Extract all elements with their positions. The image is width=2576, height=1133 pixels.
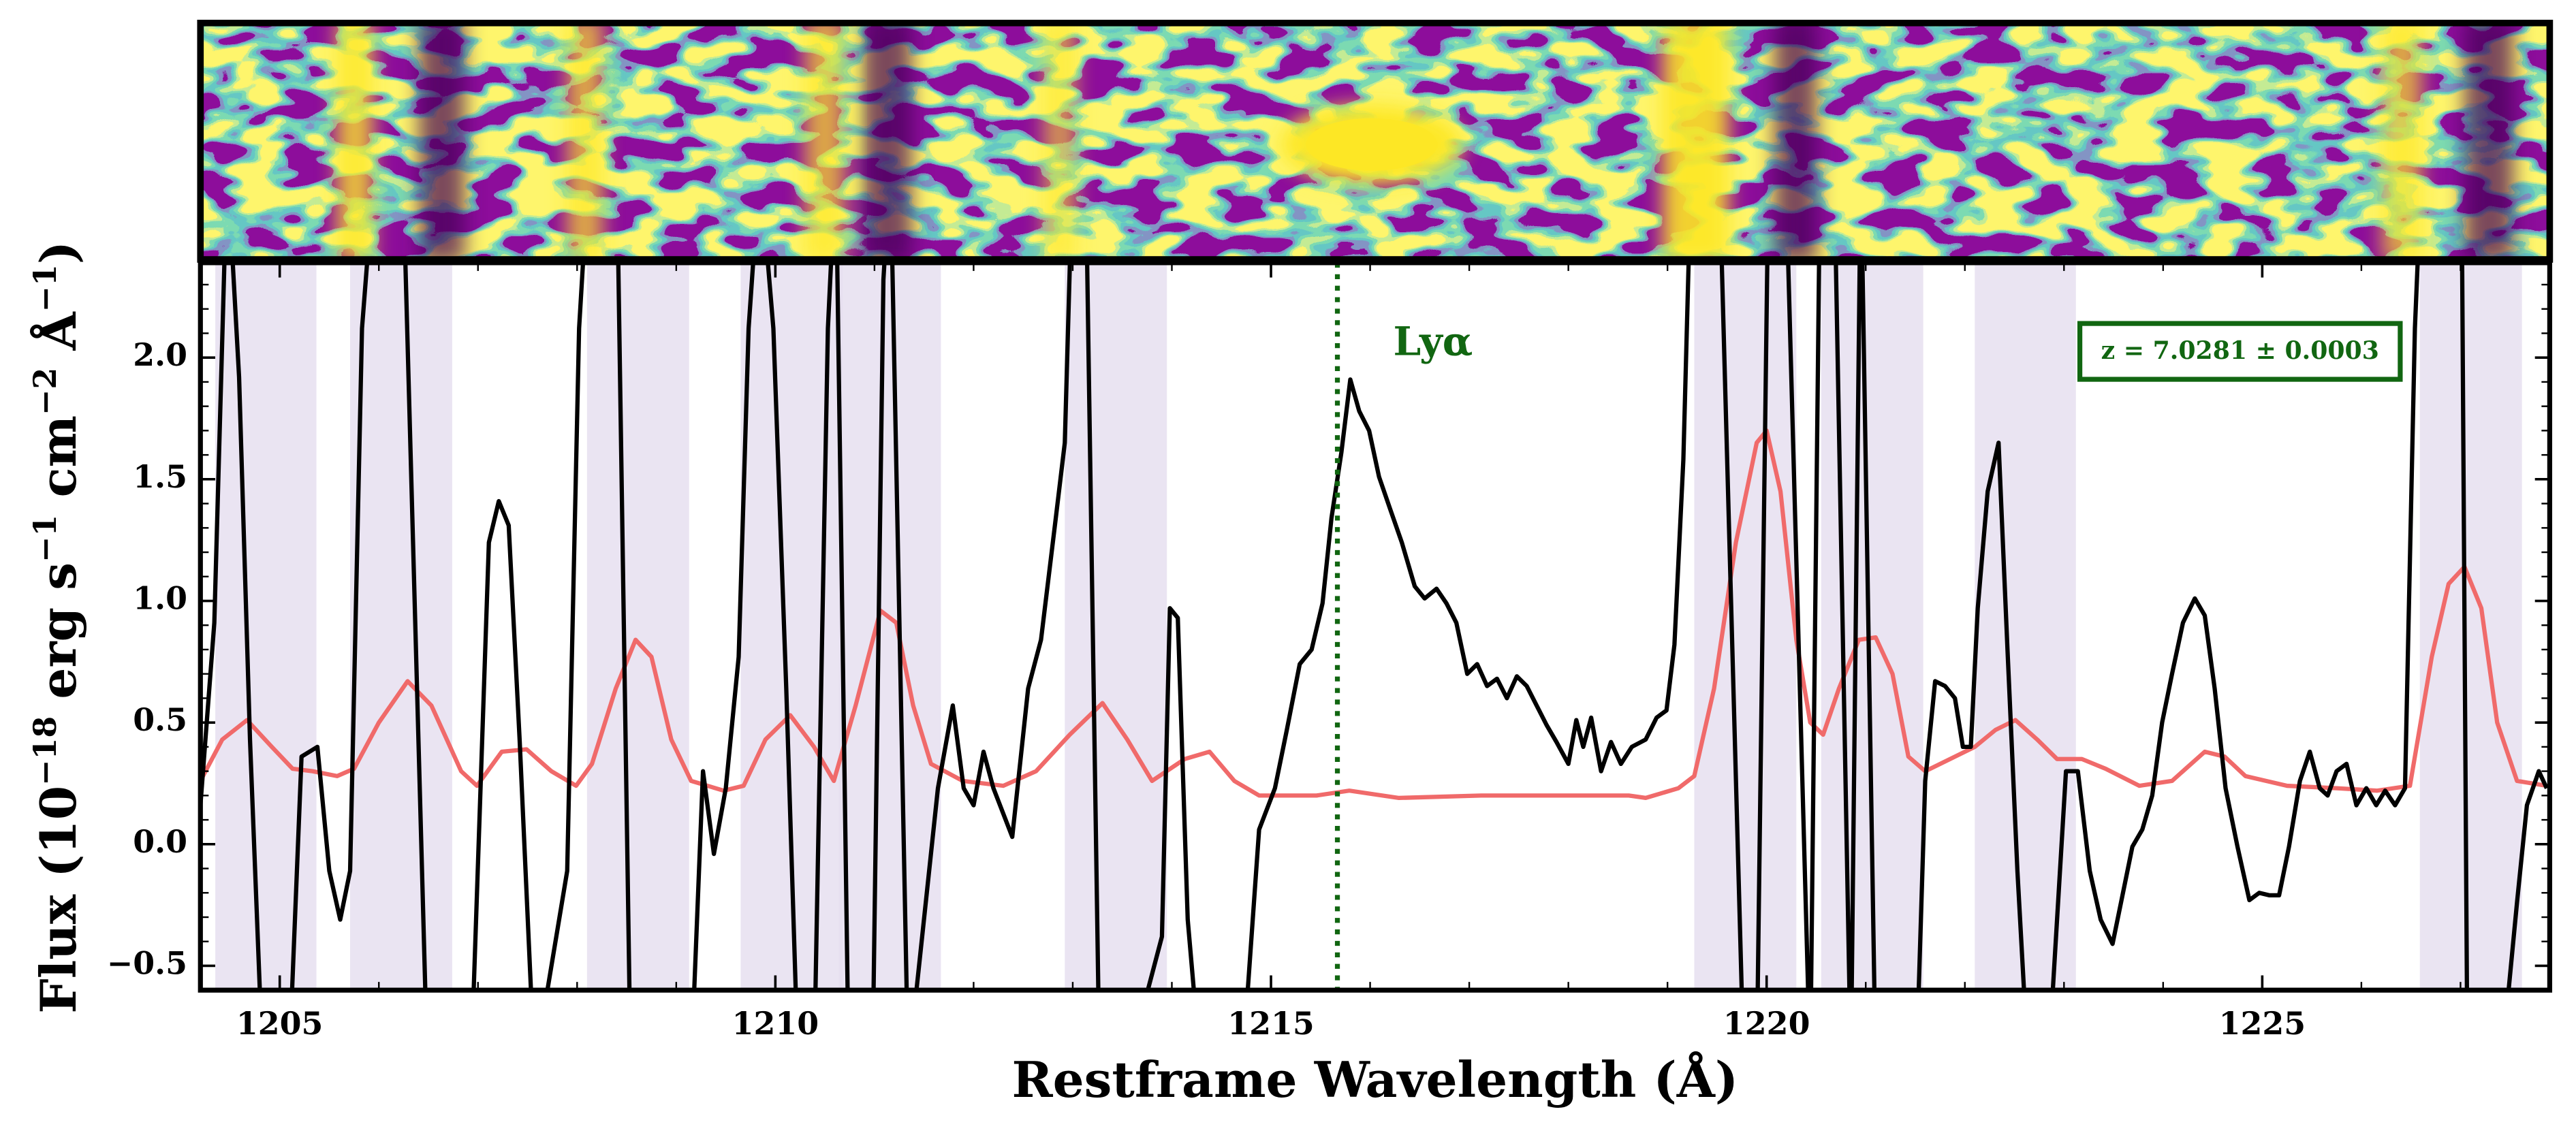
sky-band: [2419, 262, 2522, 991]
y-title-part: cm: [30, 415, 88, 515]
lya-blob: [1306, 118, 1438, 171]
sky-stripes: [336, 22, 2514, 260]
y-tick-label: 1.0: [133, 580, 187, 617]
error-line: [200, 428, 2547, 801]
lya-label: Lyα: [1394, 318, 1473, 364]
sky-band: [1065, 262, 1167, 991]
x-tick-label: 1225: [2219, 1005, 2306, 1042]
annotation: z = 7.0281 ± 0.0003: [2101, 336, 2379, 365]
flux-line: [200, 262, 2549, 991]
annotation-box: [2077, 321, 2403, 382]
sky-band: [1694, 262, 1797, 991]
y-title-sup: −18: [27, 716, 63, 786]
sky-band: [838, 262, 941, 991]
x-tick-label: 1210: [732, 1005, 819, 1042]
y-tick-label: 0.5: [133, 701, 187, 738]
y-title-sup: −1: [27, 264, 63, 312]
axes: 1205 1210 1215 1220 1225 −0.5 0.0 0.5 1.0 1.5 2.0: [107, 262, 2550, 1042]
y-title-part: erg s: [30, 562, 88, 716]
plot-area: [200, 262, 2549, 991]
sky-band: [350, 262, 452, 991]
x-axis-title: Restframe Wavelength (Å): [1012, 1051, 1739, 1109]
y-tick-label: 2.0: [133, 336, 187, 373]
x-tick-label: 1205: [236, 1005, 324, 1042]
y-tick-label: 0.0: [133, 823, 187, 860]
y-title-part: Å: [29, 312, 88, 368]
sky-band: [215, 262, 317, 991]
spectrum-2d: [200, 22, 2550, 260]
y-title-sup: −2: [27, 368, 63, 415]
x-tick-label: 1220: [1723, 1005, 1810, 1042]
y-tick-label: −0.5: [107, 944, 187, 981]
y-tick-label: 1.5: [133, 458, 187, 495]
y-title-sup: −1: [27, 515, 63, 562]
x-tick-label: 1215: [1227, 1005, 1315, 1042]
image-frame: [197, 19, 2554, 263]
y-title-part: Flux (10: [30, 786, 88, 1014]
plot-frame: [198, 260, 2553, 993]
sky-band: [586, 262, 689, 991]
y-axis-title: Flux (10−18 erg s−1 cm−2 Å−1): [27, 241, 88, 1014]
y-title-part: ): [30, 241, 88, 264]
